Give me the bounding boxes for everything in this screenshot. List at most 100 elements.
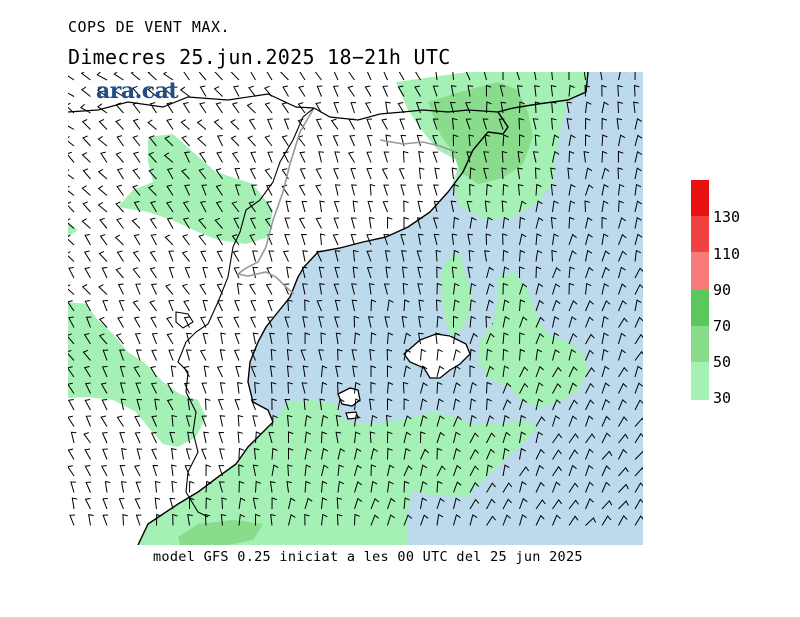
wind-barb: [436, 480, 443, 493]
wind-barb: [634, 467, 643, 477]
wind-barb: [132, 250, 141, 262]
wind-barb: [252, 415, 258, 427]
wind-barb: [451, 266, 458, 279]
wind-barb: [403, 465, 413, 477]
wind-barb: [435, 299, 442, 312]
wind-barb: [98, 333, 108, 345]
wind-barb: [519, 101, 525, 114]
wind-barb: [115, 151, 124, 163]
wind-barb: [266, 201, 273, 213]
wind-barb: [81, 152, 91, 163]
wind-barb: [350, 102, 357, 114]
wind-barb: [281, 102, 289, 114]
wind-barb: [417, 266, 423, 279]
wind-barb: [286, 365, 293, 378]
wind-barb: [333, 102, 340, 114]
wind-barb: [534, 134, 541, 147]
wind-barb: [98, 284, 108, 295]
wind-barb: [164, 234, 174, 246]
wind-barb: [634, 118, 642, 130]
wind-barb: [403, 497, 410, 510]
wind-barb: [120, 398, 127, 411]
wind-barb: [366, 72, 372, 81]
wind-barb: [365, 102, 372, 114]
wind-barb: [403, 415, 412, 427]
wind-barb: [304, 414, 312, 427]
wind-barb: [535, 233, 542, 246]
wind-barb: [568, 382, 578, 394]
wind-barb: [634, 382, 643, 394]
wind-barb: [318, 316, 324, 328]
wind-barb: [133, 201, 141, 213]
wind-barb: [150, 201, 157, 213]
wind-barb: [469, 498, 480, 510]
wind-barb: [354, 381, 361, 394]
wind-barb: [601, 465, 611, 477]
wind-barb: [84, 399, 91, 411]
wind-barb: [271, 447, 278, 460]
wind-barb: [283, 118, 290, 130]
wind-barb: [420, 414, 428, 427]
wind-barb: [618, 332, 626, 345]
wind-barb: [486, 348, 493, 361]
wind-barb: [197, 135, 207, 147]
wind-barb: [387, 497, 396, 510]
wind-barb: [387, 431, 393, 444]
wind-barb: [552, 316, 560, 328]
wind-barbs: [68, 72, 643, 526]
wind-barb: [568, 464, 577, 477]
wind-barb: [585, 349, 594, 361]
wind-barb: [502, 382, 512, 394]
wind-barb: [333, 168, 339, 180]
wind-barb: [618, 466, 629, 477]
wind-barb: [116, 217, 124, 229]
wind-barb: [618, 200, 624, 213]
wind-barb: [633, 84, 640, 97]
wind-barb: [552, 499, 563, 510]
wind-barb: [434, 167, 440, 180]
wind-barb: [249, 234, 256, 246]
legend-label-110: 110: [713, 245, 741, 263]
wind-barb: [519, 233, 527, 246]
wind-barb: [252, 332, 259, 345]
wind-barb: [397, 102, 405, 114]
wind-barb: [601, 332, 609, 345]
wind-barb: [304, 513, 310, 526]
wind-barb: [486, 398, 492, 411]
wind-barb: [299, 151, 306, 163]
wind-barb: [601, 101, 609, 114]
wind-barb: [133, 366, 141, 378]
wind-barb: [282, 85, 289, 97]
wind-barb: [184, 184, 190, 196]
wind-barb: [568, 449, 579, 460]
wind-barb: [181, 135, 190, 147]
wind-barb: [201, 382, 208, 394]
wind-barb: [535, 282, 544, 295]
wind-barb: [319, 282, 325, 295]
wind-barb: [485, 233, 492, 246]
wind-barb: [601, 117, 608, 130]
formentera-island: [345, 411, 359, 420]
wind-barb: [271, 497, 277, 510]
wind-barb: [618, 72, 626, 81]
wind-barb: [618, 266, 626, 279]
wind-barb: [634, 316, 643, 328]
wind-barb: [132, 267, 141, 279]
wind-barb: [304, 464, 312, 477]
wind-barb: [467, 233, 473, 246]
wind-barb: [469, 414, 477, 427]
wind-barb: [535, 200, 543, 213]
wind-barb: [68, 251, 75, 262]
wind-barb: [280, 72, 289, 81]
wind-barb: [468, 134, 475, 147]
wind-barb: [601, 481, 611, 493]
wind-barb: [200, 316, 207, 328]
wind-barb: [354, 497, 363, 510]
wind-barb: [282, 250, 289, 262]
wind-barb: [585, 217, 593, 229]
wind-barb: [403, 299, 410, 312]
wind-barb: [287, 381, 293, 394]
wind-barb: [634, 283, 643, 295]
wind-barb: [321, 381, 328, 394]
wind-barb: [247, 135, 256, 147]
